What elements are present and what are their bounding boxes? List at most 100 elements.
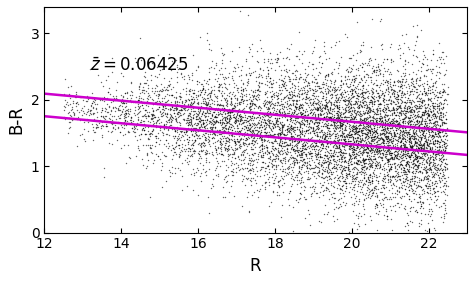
Point [133,121,141,126]
Point [237,144,245,149]
Point [268,93,276,98]
Point [365,134,372,138]
Point [407,136,414,141]
Point [377,17,385,22]
Point [356,116,364,121]
Point [395,126,402,131]
Point [301,113,309,118]
Point [343,164,350,169]
Point [319,170,326,175]
Point [391,131,398,135]
Point [434,123,441,127]
Point [268,141,276,146]
Point [377,128,385,133]
Point [211,132,219,136]
Point [229,106,237,110]
Point [401,80,408,84]
Point [403,149,411,153]
Point [161,106,169,110]
Point [238,115,246,119]
Point [267,82,275,87]
Point [366,129,374,134]
Point [222,123,229,127]
Point [359,157,367,162]
Point [328,141,335,145]
Point [398,80,406,84]
Point [364,129,371,134]
Point [294,171,301,176]
Point [367,135,375,139]
Point [341,89,348,94]
Point [148,112,156,116]
Point [371,144,378,148]
Point [206,91,214,95]
Point [419,49,427,53]
Point [319,85,327,89]
Point [368,75,375,79]
Point [346,117,354,122]
Point [390,108,398,112]
Point [129,119,137,123]
Point [373,73,380,77]
Point [407,144,414,149]
Point [287,183,295,188]
Point [360,201,367,206]
Point [194,64,202,68]
Point [319,109,326,113]
Point [252,165,260,169]
Point [246,142,253,147]
Point [368,100,375,105]
Point [189,101,197,105]
Point [404,45,411,49]
Point [331,141,339,146]
Point [219,110,227,114]
Point [419,116,426,120]
Point [178,108,185,113]
Point [394,135,402,139]
Point [384,102,392,106]
Point [274,119,282,124]
Point [327,147,335,152]
Point [296,132,304,137]
Point [286,161,294,166]
Point [405,169,412,174]
Point [425,174,433,178]
Point [362,135,369,139]
Point [278,141,286,145]
Point [193,133,201,137]
Point [355,132,363,137]
Point [364,128,372,133]
Point [185,113,193,117]
Point [409,145,416,149]
Point [369,157,377,161]
Point [411,162,419,166]
Point [218,130,226,135]
Point [295,170,302,174]
Point [234,64,241,69]
Point [313,84,320,88]
Point [160,96,167,100]
Point [432,172,440,176]
Point [276,143,283,147]
Point [288,120,296,125]
Point [232,166,240,170]
Point [439,102,447,106]
Point [383,113,391,117]
Point [322,110,330,114]
Point [361,147,368,152]
Point [330,157,338,161]
Point [380,213,388,217]
Point [368,165,376,169]
Point [437,155,445,160]
Point [368,178,375,182]
Point [257,127,265,132]
Point [423,142,431,147]
Point [301,160,309,165]
Point [410,151,417,155]
Point [412,130,419,135]
Point [317,113,324,118]
Point [362,102,370,107]
Point [437,100,444,105]
Point [335,94,343,99]
Point [180,111,188,115]
